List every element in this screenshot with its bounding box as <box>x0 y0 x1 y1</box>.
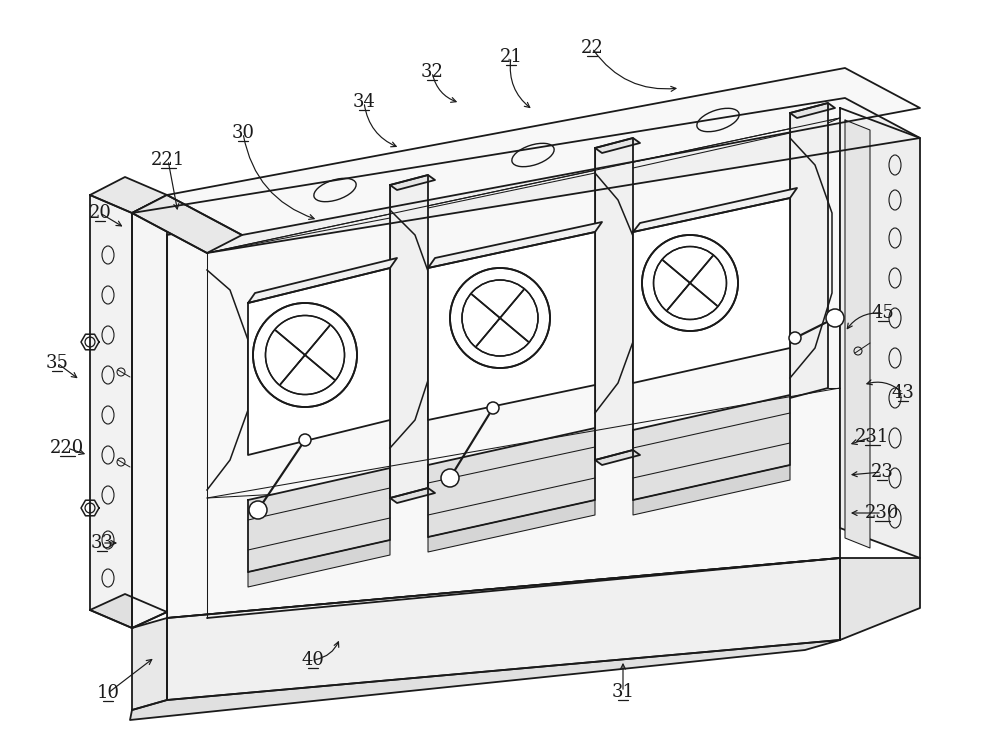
Text: 22: 22 <box>581 39 603 57</box>
Polygon shape <box>130 640 840 720</box>
Polygon shape <box>132 618 167 710</box>
Text: 221: 221 <box>151 151 185 169</box>
Polygon shape <box>167 108 840 618</box>
Text: 33: 33 <box>90 534 114 552</box>
Polygon shape <box>428 232 595 420</box>
Polygon shape <box>595 138 640 153</box>
Polygon shape <box>595 450 640 465</box>
Text: 32: 32 <box>421 63 443 81</box>
Polygon shape <box>167 68 920 235</box>
Polygon shape <box>132 195 242 253</box>
Text: 30: 30 <box>232 124 254 142</box>
Circle shape <box>299 434 311 446</box>
Circle shape <box>826 309 844 327</box>
Polygon shape <box>90 594 167 628</box>
Text: 31: 31 <box>612 683 635 701</box>
Polygon shape <box>167 558 840 700</box>
Polygon shape <box>428 222 602 268</box>
Polygon shape <box>390 488 435 503</box>
Text: 220: 220 <box>50 439 84 457</box>
Text: 21: 21 <box>500 48 522 66</box>
Text: 231: 231 <box>855 428 889 446</box>
Polygon shape <box>90 177 167 213</box>
Polygon shape <box>840 108 920 558</box>
Polygon shape <box>390 175 435 190</box>
Polygon shape <box>633 465 790 515</box>
Polygon shape <box>633 395 790 500</box>
Polygon shape <box>132 98 920 253</box>
Circle shape <box>249 501 267 519</box>
Polygon shape <box>248 540 390 587</box>
Circle shape <box>441 469 459 487</box>
Polygon shape <box>248 258 397 303</box>
Text: 34: 34 <box>353 93 375 111</box>
Polygon shape <box>633 198 790 383</box>
Text: 20: 20 <box>89 204 111 222</box>
Text: 10: 10 <box>96 684 120 702</box>
Polygon shape <box>633 188 797 232</box>
Text: 230: 230 <box>865 504 899 522</box>
Text: 43: 43 <box>892 384 914 402</box>
Polygon shape <box>840 558 920 640</box>
Text: 23: 23 <box>871 463 893 481</box>
Polygon shape <box>790 103 828 398</box>
Polygon shape <box>90 195 132 628</box>
Polygon shape <box>248 268 390 455</box>
Text: 45: 45 <box>872 304 894 322</box>
Circle shape <box>789 332 801 344</box>
Polygon shape <box>248 468 390 572</box>
Polygon shape <box>790 103 835 118</box>
Polygon shape <box>595 138 633 460</box>
Polygon shape <box>428 500 595 552</box>
Polygon shape <box>390 175 428 498</box>
Text: 35: 35 <box>46 354 68 372</box>
Polygon shape <box>132 195 167 628</box>
Polygon shape <box>428 428 595 537</box>
Polygon shape <box>845 120 870 548</box>
Circle shape <box>487 402 499 414</box>
Text: 40: 40 <box>302 651 324 669</box>
